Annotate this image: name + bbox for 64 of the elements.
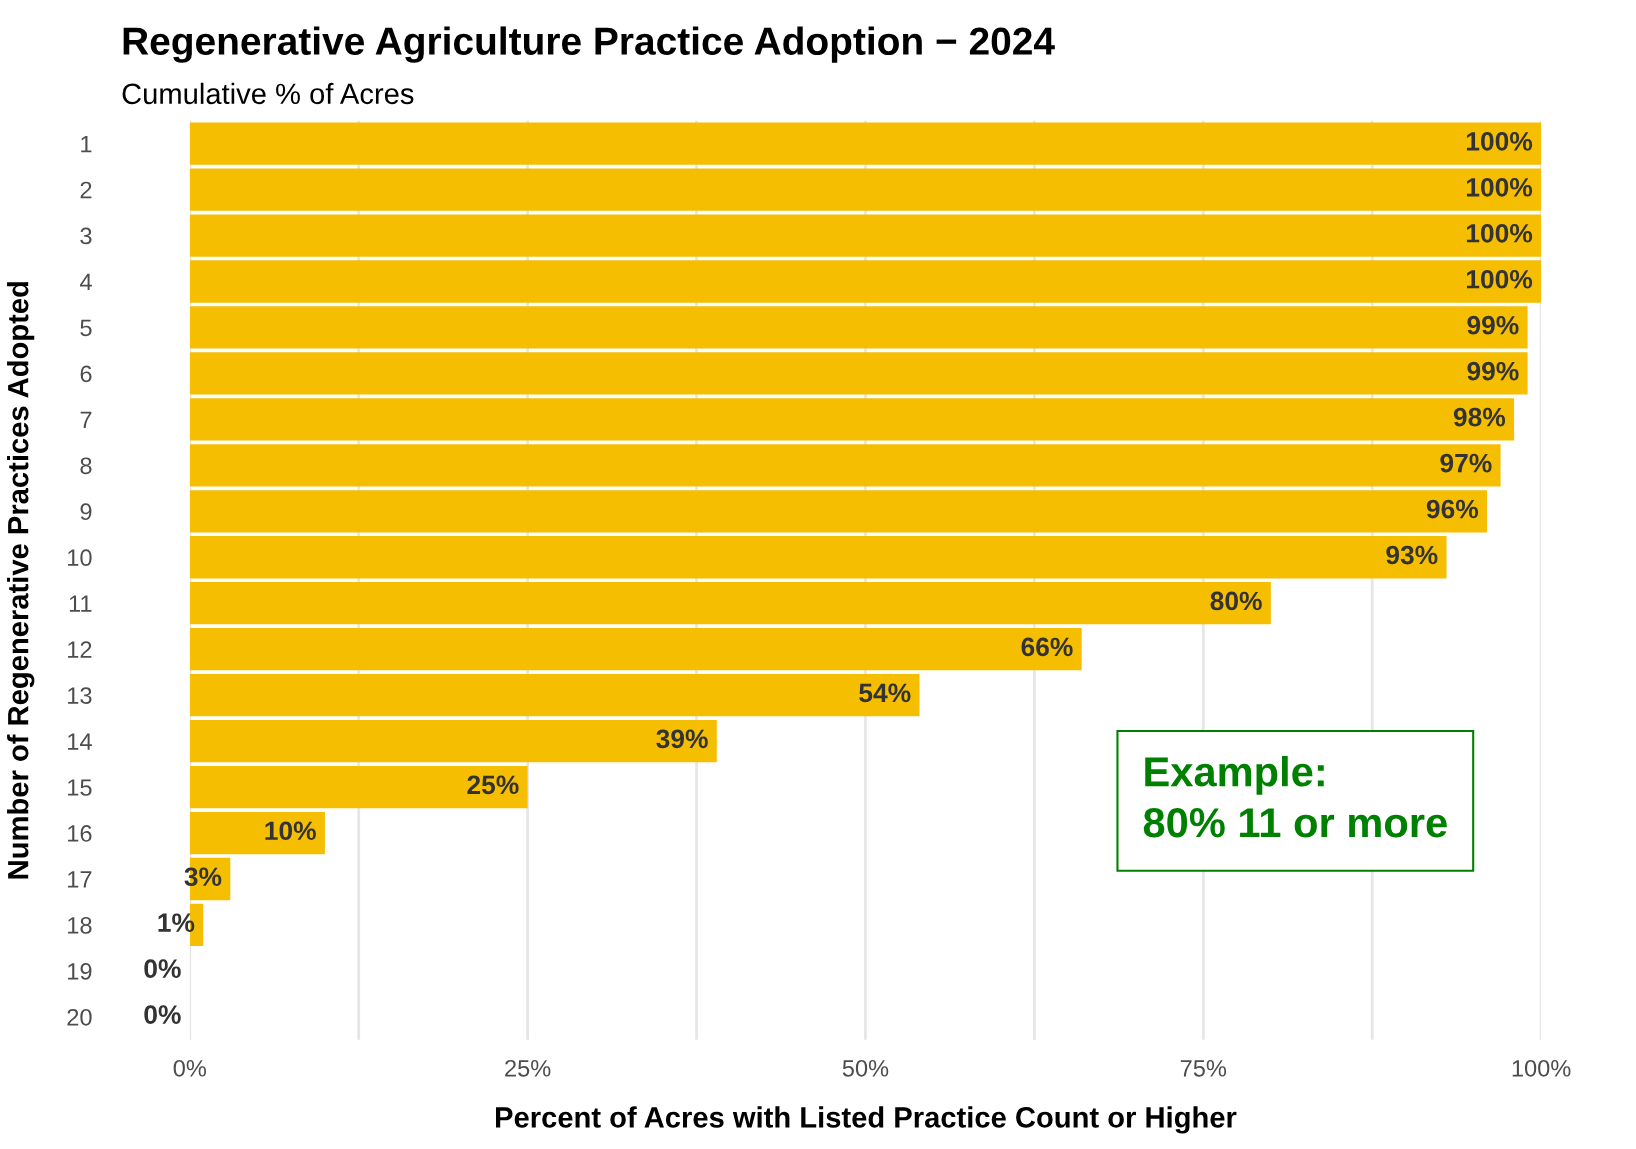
bar xyxy=(189,398,1515,441)
data-label: 98% xyxy=(1453,407,1506,427)
y-tick-label: 7 xyxy=(80,411,92,428)
data-label: 100% xyxy=(1466,223,1533,243)
data-label: 100% xyxy=(1466,132,1533,151)
data-label: 54% xyxy=(859,683,911,703)
x-tick-label: 50% xyxy=(842,1059,889,1077)
bar xyxy=(189,582,1271,625)
y-axis-title: Number of Regenerative Practices Adopted xyxy=(7,282,35,879)
x-axis-title: Percent of Acres with Listed Practice Count or Higher xyxy=(496,1106,1237,1134)
data-label: 66% xyxy=(1021,637,1073,657)
y-tick-label: 15 xyxy=(68,779,92,796)
y-tick-label: 2 xyxy=(80,181,92,199)
bar xyxy=(189,811,325,855)
y-tick-label: 14 xyxy=(68,733,92,750)
y-tick-label: 3 xyxy=(80,227,92,245)
data-label: 10% xyxy=(265,821,316,841)
bar xyxy=(189,122,1542,165)
y-tick-label: 11 xyxy=(69,595,92,612)
annotation: Example: 80% 11 or more xyxy=(1143,755,1447,838)
y-tick-label: 16 xyxy=(68,825,92,842)
bar xyxy=(189,765,528,809)
bar xyxy=(189,490,1488,533)
y-tick-label: 17 xyxy=(68,871,92,888)
y-tick-label: 6 xyxy=(80,365,92,383)
data-label: 93% xyxy=(1386,545,1438,565)
data-label: 0% xyxy=(144,1005,181,1024)
y-tick-label: 10 xyxy=(68,549,92,567)
data-label: 99% xyxy=(1467,361,1519,381)
y-tick-label: 12 xyxy=(68,641,92,658)
chart-title: Regenerative Agriculture Practice Adoption − 2024 xyxy=(123,26,1055,63)
data-label: 100% xyxy=(1466,269,1533,289)
data-label: 97% xyxy=(1440,453,1492,473)
y-tick-label: 20 xyxy=(67,1008,92,1026)
x-tick-label: 75% xyxy=(1180,1060,1227,1077)
bar xyxy=(189,444,1501,487)
data-label: 99% xyxy=(1467,315,1519,335)
y-tick-label: 8 xyxy=(80,457,92,475)
y-tick-label: 18 xyxy=(68,917,92,934)
data-label: 25% xyxy=(467,775,519,795)
bar xyxy=(189,674,920,717)
chart-subtitle: Cumulative % of Acres xyxy=(122,82,414,105)
x-tick-label: 0% xyxy=(173,1059,206,1077)
data-label: 96% xyxy=(1426,499,1479,519)
bar xyxy=(189,628,1082,671)
bar xyxy=(189,719,717,763)
bar xyxy=(189,260,1542,303)
data-label: 80% xyxy=(1210,591,1262,611)
x-tick-label: 25% xyxy=(505,1059,551,1077)
y-tick-label: 19 xyxy=(68,962,92,980)
bar xyxy=(189,168,1542,211)
data-label: 39% xyxy=(656,729,708,749)
bar xyxy=(189,536,1447,579)
y-tick-label: 4 xyxy=(79,273,92,291)
y-tick-label: 5 xyxy=(80,319,92,337)
bar xyxy=(189,306,1528,349)
data-label: 0% xyxy=(144,959,181,978)
data-label: 100% xyxy=(1466,177,1533,197)
y-tick-label: 9 xyxy=(80,503,92,521)
y-tick-label: 1 xyxy=(81,135,92,153)
y-tick-label: 13 xyxy=(68,687,92,704)
x-tick-label: 100% xyxy=(1512,1059,1571,1077)
bar xyxy=(189,352,1528,395)
bar xyxy=(189,214,1542,257)
